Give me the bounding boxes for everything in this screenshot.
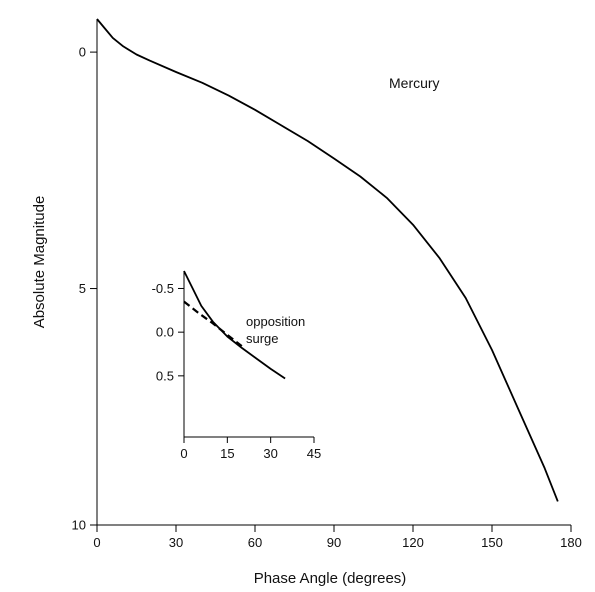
main-series-line xyxy=(96,18,559,502)
main-x-tick-label: 60 xyxy=(248,535,262,550)
main-plot-area xyxy=(96,18,559,502)
main-x-tick-label: 90 xyxy=(327,535,341,550)
inset-y-tick-label: 0.5 xyxy=(156,368,174,383)
surge-label: surge xyxy=(246,331,279,346)
inset-x-tick-label: 30 xyxy=(263,446,277,461)
inset-y-tick-label: -0.5 xyxy=(152,281,174,296)
inset-x-tick-label: 0 xyxy=(180,446,187,461)
main-x-tick-label: 30 xyxy=(169,535,183,550)
opposition-label: opposition xyxy=(246,314,305,329)
main-x-tick-label: 120 xyxy=(402,535,424,550)
inset-series-line xyxy=(183,270,286,380)
inset-dashed-series-line xyxy=(183,300,243,347)
main-x-tick-label: 180 xyxy=(560,535,582,550)
mercury-label: Mercury xyxy=(389,75,440,91)
main-y-tick-label: 10 xyxy=(72,518,86,533)
main-y-tick-label: 5 xyxy=(79,281,86,296)
inset-x-tick-label: 45 xyxy=(307,446,321,461)
inset-x-tick-label: 15 xyxy=(220,446,234,461)
inset-plot-area xyxy=(183,270,286,380)
y-axis-title: Absolute Magnitude xyxy=(31,196,48,329)
inset-axes: 0 15 30 45 -0.5 0.0 0.5 xyxy=(152,271,321,461)
x-axis-title: Phase Angle (degrees) xyxy=(254,570,407,587)
main-y-tick-label: 0 xyxy=(79,45,86,60)
main-x-tick-label: 0 xyxy=(93,535,100,550)
main-x-tick-label: 150 xyxy=(481,535,503,550)
inset-y-tick-label: 0.0 xyxy=(156,325,174,340)
